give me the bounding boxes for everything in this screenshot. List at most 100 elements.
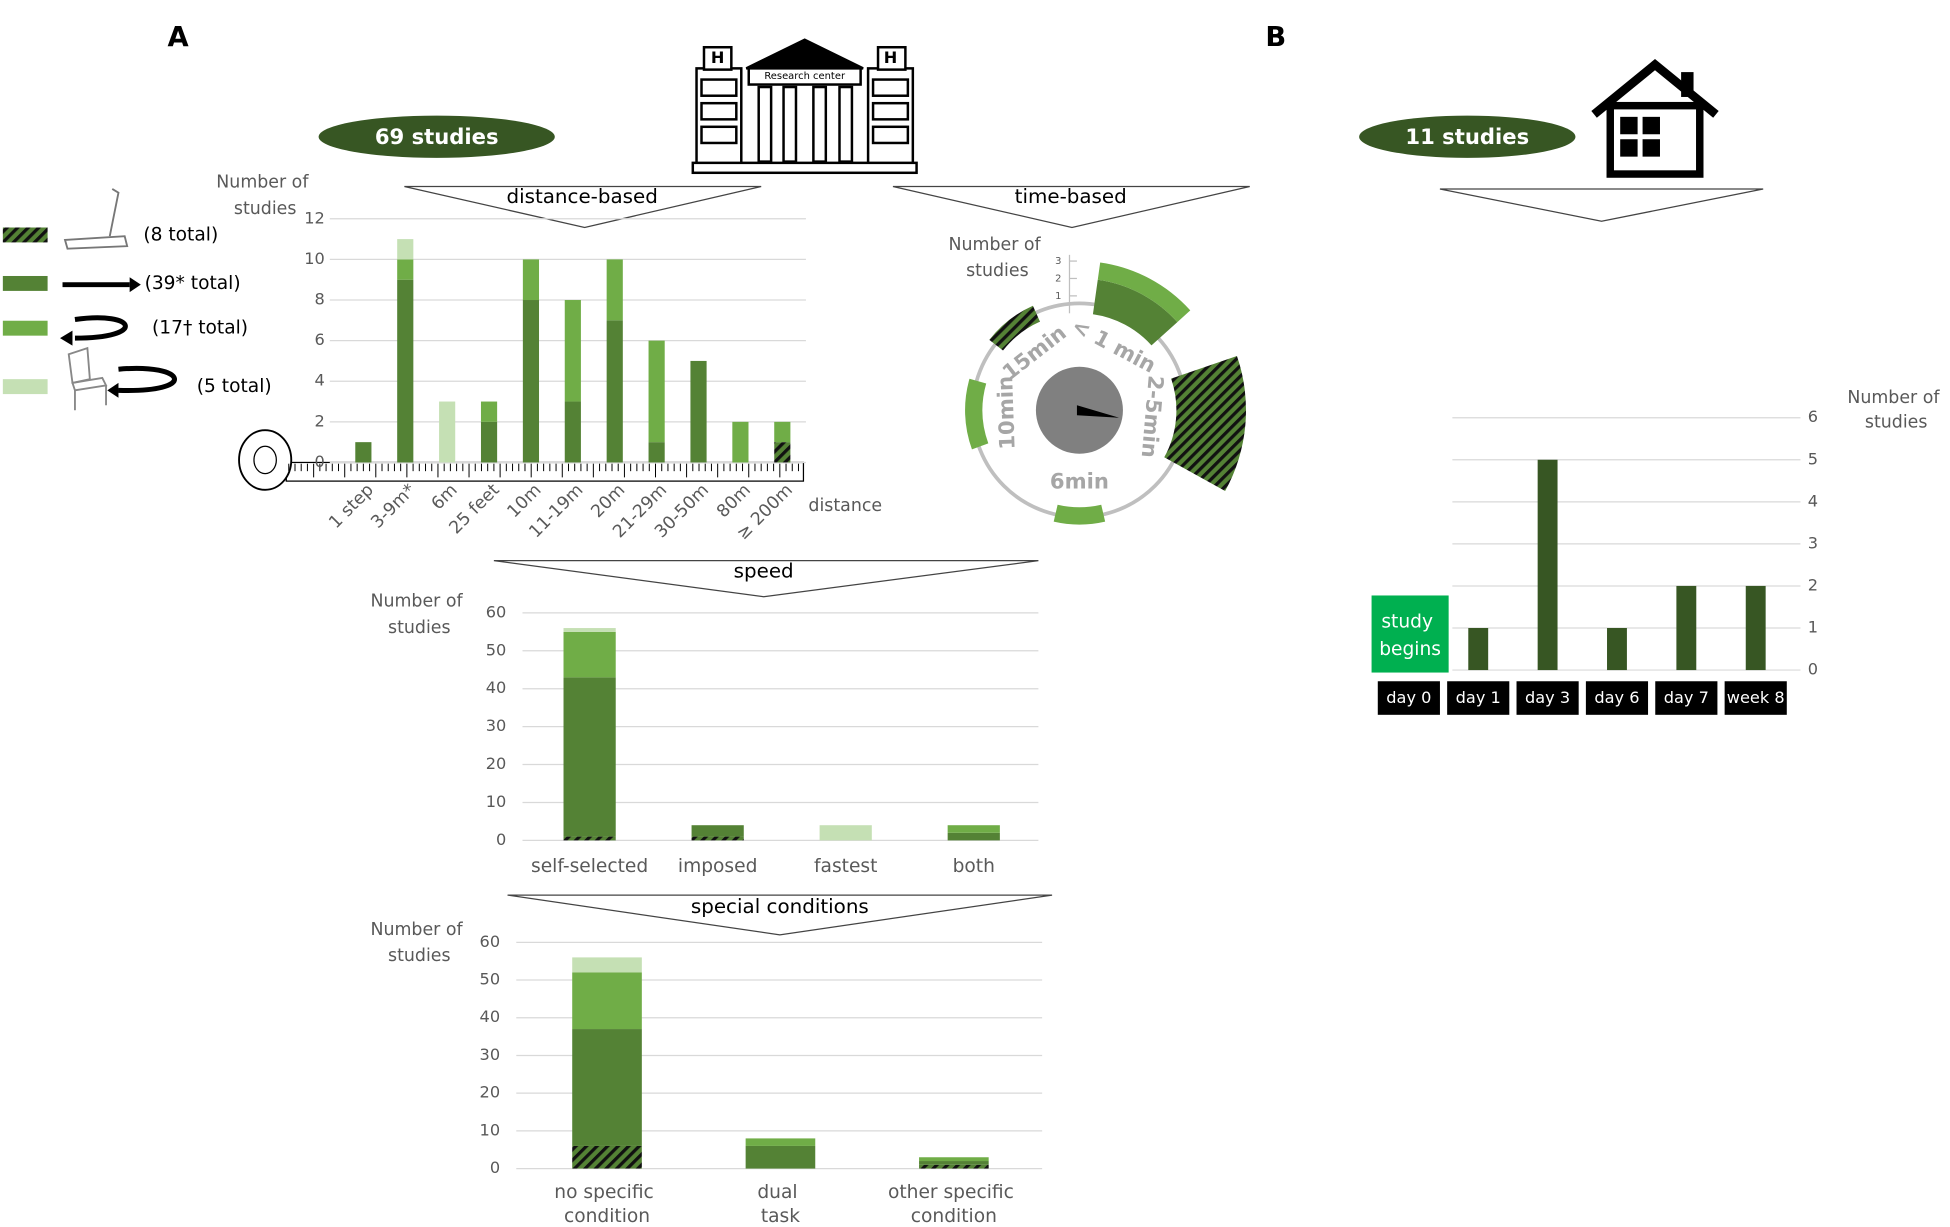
- bar: [1745, 585, 1766, 671]
- polar-segment: [989, 305, 1040, 351]
- r-tick-label: 2: [1055, 273, 1061, 284]
- bar-segment: [522, 300, 540, 463]
- y-tick-label: 60: [486, 602, 507, 621]
- x-tick-label: day 3: [1525, 688, 1570, 707]
- y-tick-label: 2: [1808, 575, 1818, 594]
- x-tick-label: day 7: [1664, 688, 1709, 707]
- category-box: [1585, 681, 1649, 715]
- y-tick-label: 40: [480, 1007, 501, 1026]
- loop-icon: [74, 315, 128, 341]
- legend-swatch: [2, 320, 48, 336]
- y-tick-label: 20: [480, 1083, 501, 1102]
- pill: [318, 115, 555, 158]
- bar-segment: [397, 239, 414, 260]
- r-axis-title: Number of studies: [949, 235, 1047, 281]
- bar-segment: [919, 1161, 989, 1165]
- x-tick-label: dual task: [757, 1182, 803, 1227]
- section-arrow: [892, 185, 1250, 229]
- legend-label: (5 total): [197, 376, 272, 397]
- bar-segment: [819, 825, 872, 841]
- bar-segment: [947, 832, 1000, 841]
- hospital-mark: H: [711, 48, 725, 67]
- section-arrow: [1439, 188, 1764, 222]
- building-label: Research center: [764, 71, 846, 82]
- polar-segment: [965, 378, 989, 450]
- bar-segment: [480, 421, 498, 463]
- y-tick-label: 40: [486, 678, 507, 697]
- y-tick-label: 6: [1808, 407, 1818, 426]
- category-box: [1447, 681, 1510, 715]
- x-tick-label: 1 step: [325, 480, 377, 532]
- y-tick-label: 12: [304, 208, 325, 227]
- bar-segment: [563, 677, 616, 837]
- bar-segment: [563, 631, 616, 678]
- x-tick-label: imposed: [678, 856, 758, 877]
- bar-segment: [606, 320, 623, 463]
- chart-title: distance-based: [506, 185, 657, 208]
- y-tick-label: 20: [486, 754, 507, 773]
- x-tick-label: other specific condition: [888, 1182, 1020, 1227]
- legend-label: (17† total): [152, 318, 248, 339]
- y-tick-label: 30: [486, 716, 507, 735]
- pill: [1359, 115, 1576, 158]
- y-tick-label: 0: [490, 1158, 500, 1177]
- y-axis-title: Number of studies: [370, 920, 468, 966]
- polar-label: 10min: [992, 376, 1020, 451]
- bar-segment: [947, 825, 1000, 833]
- y-tick-label: 4: [1808, 491, 1818, 510]
- building-icon: [691, 38, 918, 175]
- bar-segment: [774, 421, 791, 443]
- panel-label: A: [168, 22, 190, 53]
- bar-segment: [564, 401, 581, 463]
- x-tick-label: no specific condition: [554, 1182, 659, 1227]
- x-tick-label: 3-9m*: [367, 480, 420, 533]
- y-axis-title: Number of studies: [216, 173, 314, 219]
- panel-label: B: [1265, 22, 1286, 53]
- bar-segment: [690, 360, 707, 463]
- x-tick-label: fastest: [814, 856, 877, 877]
- y-tick-label: 8: [315, 290, 325, 309]
- y-tick-label: 2: [315, 411, 325, 430]
- y-tick-label: 10: [304, 249, 325, 268]
- x-tick-label: week 8: [1727, 688, 1785, 707]
- r-tick-label: 1: [1055, 291, 1061, 302]
- arrow-head: [60, 330, 73, 346]
- bar-segment: [572, 972, 642, 1030]
- bar-segment: [691, 836, 744, 841]
- chart-title: speed: [734, 559, 794, 582]
- bar-segment: [480, 401, 498, 422]
- hospital-mark: H: [884, 48, 898, 67]
- chart-title: time-based: [1015, 185, 1127, 208]
- bar: [1676, 585, 1697, 671]
- bar-segment: [648, 340, 665, 443]
- y-tick-label: 30: [480, 1045, 501, 1064]
- bar-segment: [732, 421, 749, 463]
- legend-label: (8 total): [143, 224, 218, 245]
- y-tick-label: 10: [480, 1120, 501, 1139]
- bar-segment: [439, 401, 456, 463]
- bar-segment: [648, 442, 665, 463]
- bar-segment: [606, 259, 623, 321]
- y-axis-title: Number of studies: [370, 592, 468, 638]
- chart-title: special conditions: [691, 895, 869, 918]
- y-tick-label: 50: [486, 640, 507, 659]
- bar-segment: [745, 1145, 816, 1169]
- bar-segment: [745, 1138, 816, 1146]
- x-tick-label: day 6: [1594, 688, 1639, 707]
- bar-segment: [563, 836, 616, 841]
- polar-segment: [1092, 279, 1178, 346]
- y-tick-label: 6: [315, 330, 325, 349]
- bar-segment: [919, 1157, 989, 1162]
- arrow-head: [129, 277, 141, 293]
- annotation-box: [1371, 595, 1449, 673]
- bar: [1607, 628, 1627, 671]
- polar-segment: [1053, 504, 1106, 525]
- bar: [1468, 628, 1489, 671]
- y-tick-label: 10: [486, 792, 507, 811]
- bar-segment: [572, 1145, 642, 1169]
- y-axis-title: Number of studies: [1847, 388, 1945, 433]
- annotation: study begins: [1379, 611, 1441, 659]
- bar-segment: [691, 825, 744, 837]
- bar-segment: [564, 300, 581, 402]
